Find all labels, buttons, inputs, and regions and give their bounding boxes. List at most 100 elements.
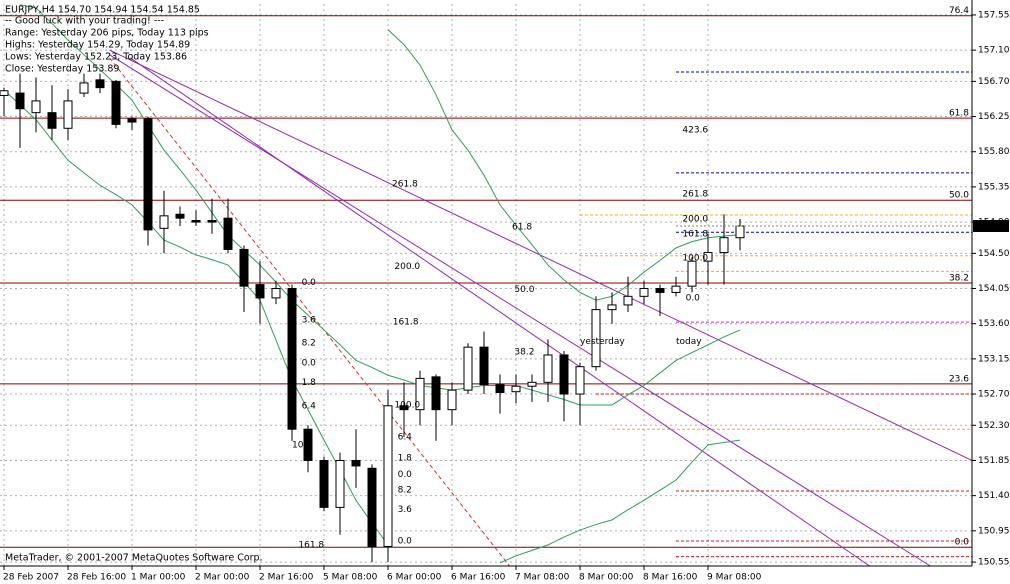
candle-body — [383, 405, 393, 547]
annotation: 1.8 — [398, 454, 413, 464]
candle-body — [479, 346, 489, 386]
annotation: 61.8 — [512, 222, 532, 232]
y-tick-label: 150.55 — [978, 558, 1010, 568]
y-tick-label: 153.15 — [978, 354, 1010, 364]
y-tick-label: 155.35 — [978, 182, 1010, 192]
annotation: 50.0 — [514, 285, 534, 295]
y-tick-label: 155.80 — [978, 147, 1010, 157]
annotation: 200.0 — [682, 214, 708, 224]
annotation: 8.2 — [398, 486, 412, 496]
candle-body — [591, 309, 601, 368]
candle-body — [335, 459, 345, 508]
candle-body — [223, 217, 233, 250]
candle-body — [159, 215, 169, 229]
y-tick-label: 152.70 — [978, 390, 1010, 400]
annotation: 6.4 — [302, 401, 317, 411]
annotation: 0.0 — [302, 358, 317, 368]
candle-body — [639, 288, 649, 297]
trendline — [109, 54, 931, 567]
candle-body — [175, 213, 185, 219]
candle-body — [95, 79, 105, 89]
y-tick-label: 154.05 — [978, 284, 1010, 294]
candle-body — [15, 92, 25, 110]
candle-body — [0, 90, 9, 96]
y-tick-label: 152.30 — [978, 421, 1010, 431]
fib-level-label: 76.4 — [949, 6, 969, 16]
annotation: 161.8 — [298, 540, 324, 550]
trendline — [130, 57, 870, 567]
fib-level-label: 61.8 — [949, 109, 969, 119]
x-tick-label: 7 Mar 08:00 — [515, 573, 570, 583]
candle-body — [543, 354, 553, 383]
x-tick-label: 6 Mar 00:00 — [387, 573, 442, 583]
y-tick-label: 151.40 — [978, 491, 1010, 501]
y-tick-label: 157.55 — [978, 10, 1010, 20]
annotation: 100 — [292, 440, 309, 450]
moving-average — [387, 29, 741, 301]
annotation: 38.2 — [514, 347, 534, 357]
annotation: 100.0 — [682, 254, 708, 264]
candle-body — [495, 384, 505, 393]
info-line: -- Good luck with your trading! --- — [5, 16, 164, 27]
info-line: Lows: Yesterday 152.23, Today 153.86 — [5, 52, 187, 63]
annotation: 161.8 — [393, 318, 419, 328]
annotation: 261.8 — [682, 189, 708, 199]
candle-body — [559, 354, 569, 395]
annotation: 3.6 — [398, 505, 413, 515]
y-tick-label: 156.70 — [978, 77, 1010, 87]
fib-level-label: 38.2 — [949, 274, 969, 284]
annotation: 1.8 — [302, 378, 317, 388]
candle-body — [607, 304, 617, 311]
current-price-box — [973, 219, 1009, 232]
candle-body — [111, 80, 121, 125]
candle-body — [703, 252, 713, 262]
annotation: 0.0 — [686, 293, 701, 303]
candle-body — [687, 260, 697, 287]
candle-body — [575, 366, 585, 395]
candle-body — [255, 284, 265, 299]
info-line: Close: Yesterday 153.89 — [5, 64, 119, 75]
candle-body — [239, 248, 249, 287]
annotation: 8.2 — [302, 339, 316, 349]
candle-body — [351, 459, 361, 467]
annotation: 0.0 — [398, 470, 413, 480]
x-tick-label: 9 Mar 08:00 — [707, 573, 762, 583]
candle-body — [79, 82, 89, 94]
y-tick-label: 153.60 — [978, 319, 1010, 329]
candle-body — [271, 288, 281, 299]
y-tick-label: 156.25 — [978, 112, 1010, 122]
plot-area: 76.4 61.8 50.0 38.2 23.6 0.0 261.8 200.0 161.8 10… — [0, 4, 973, 567]
annotation: 261.8 — [392, 179, 418, 189]
annotation: 423.6 — [682, 125, 708, 135]
annotation: 3.6 — [302, 315, 317, 325]
moving-average — [19, 4, 741, 406]
x-tick-label: 8 Mar 16:00 — [643, 573, 698, 583]
candle-body — [191, 220, 201, 223]
candle-body — [527, 381, 537, 387]
candle-body — [623, 295, 633, 306]
annotation: 0.0 — [302, 278, 317, 288]
candle-body — [143, 118, 153, 231]
y-tick-label: 157.10 — [978, 46, 1010, 56]
fib-level-label: 50.0 — [949, 191, 969, 201]
x-tick-label: 2 Mar 16:00 — [259, 573, 314, 583]
moving-average — [3, 89, 741, 564]
annotation: today — [676, 337, 702, 347]
annotation: 200.0 — [394, 262, 420, 272]
x-tick-label: 6 Mar 16:00 — [451, 573, 506, 583]
trendline — [109, 57, 510, 567]
annotation: yesterday — [580, 337, 625, 347]
x-tick-label: 1 Mar 00:00 — [131, 573, 186, 583]
candle-body — [47, 112, 57, 129]
candle-body — [655, 288, 665, 293]
annotation: 0.0 — [398, 536, 413, 546]
candle-body — [719, 237, 729, 254]
x-tick-label: 8 Mar 00:00 — [579, 573, 634, 583]
y-tick-label: 151.85 — [978, 456, 1010, 466]
x-tick-label: 2 Mar 00:00 — [195, 573, 250, 583]
y-tick-label: 150.95 — [978, 526, 1010, 536]
annotation: 161.8 — [682, 229, 708, 239]
info-line: Highs: Yesterday 154.29, Today 154.89 — [5, 40, 190, 51]
